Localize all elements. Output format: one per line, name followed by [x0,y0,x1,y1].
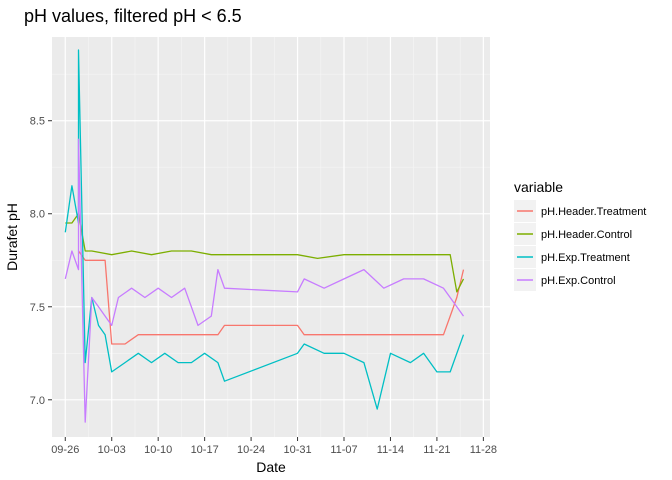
series-line-ph-header-control [65,213,465,293]
x-tick-label: 10-31 [283,444,311,456]
series-line-ph-exp-control [64,138,465,423]
y-tick-label: 7.0 [30,395,45,407]
y-tick-label: 8.5 [30,116,45,128]
legend-label: pH.Header.Control [541,229,632,241]
legend: variable pH.Header.Treatment pH.Header.Co… [514,179,646,291]
y-axis-title: Durafet pH [4,203,20,271]
plot-panel [52,37,490,437]
x-tick-label: 10-10 [144,444,172,456]
x-tick-label: 10-17 [191,444,219,456]
y-tick-label: 7.5 [30,302,45,314]
x-tick-label: 11-07 [330,444,357,456]
legend-label: pH.Exp.Control [541,275,616,287]
x-axis-title: Date [256,459,286,475]
x-tick-label: 10-03 [98,444,126,456]
x-tick-label: 10-24 [237,444,265,456]
axis-ticks: 7.0 7.5 8.0 8.5 09-26 10-03 10-10 10-17 10-24 10-… [30,116,497,456]
legend-label: pH.Exp.Treatment [541,252,630,264]
x-tick-label: 11-21 [423,444,450,456]
x-tick-label: 11-14 [377,444,404,456]
series-line-ph-header-treatment [77,250,465,345]
chart-title: pH values, filtered pH < 6.5 [24,6,242,26]
minor-grid [52,37,490,437]
x-tick-label: 11-28 [470,444,497,456]
x-tick-label: 09-26 [51,444,79,456]
legend-label: pH.Header.Treatment [541,206,646,218]
series-lines [64,49,465,423]
major-grid [52,37,490,437]
legend-title: variable [514,179,563,195]
y-tick-label: 8.0 [30,209,45,221]
